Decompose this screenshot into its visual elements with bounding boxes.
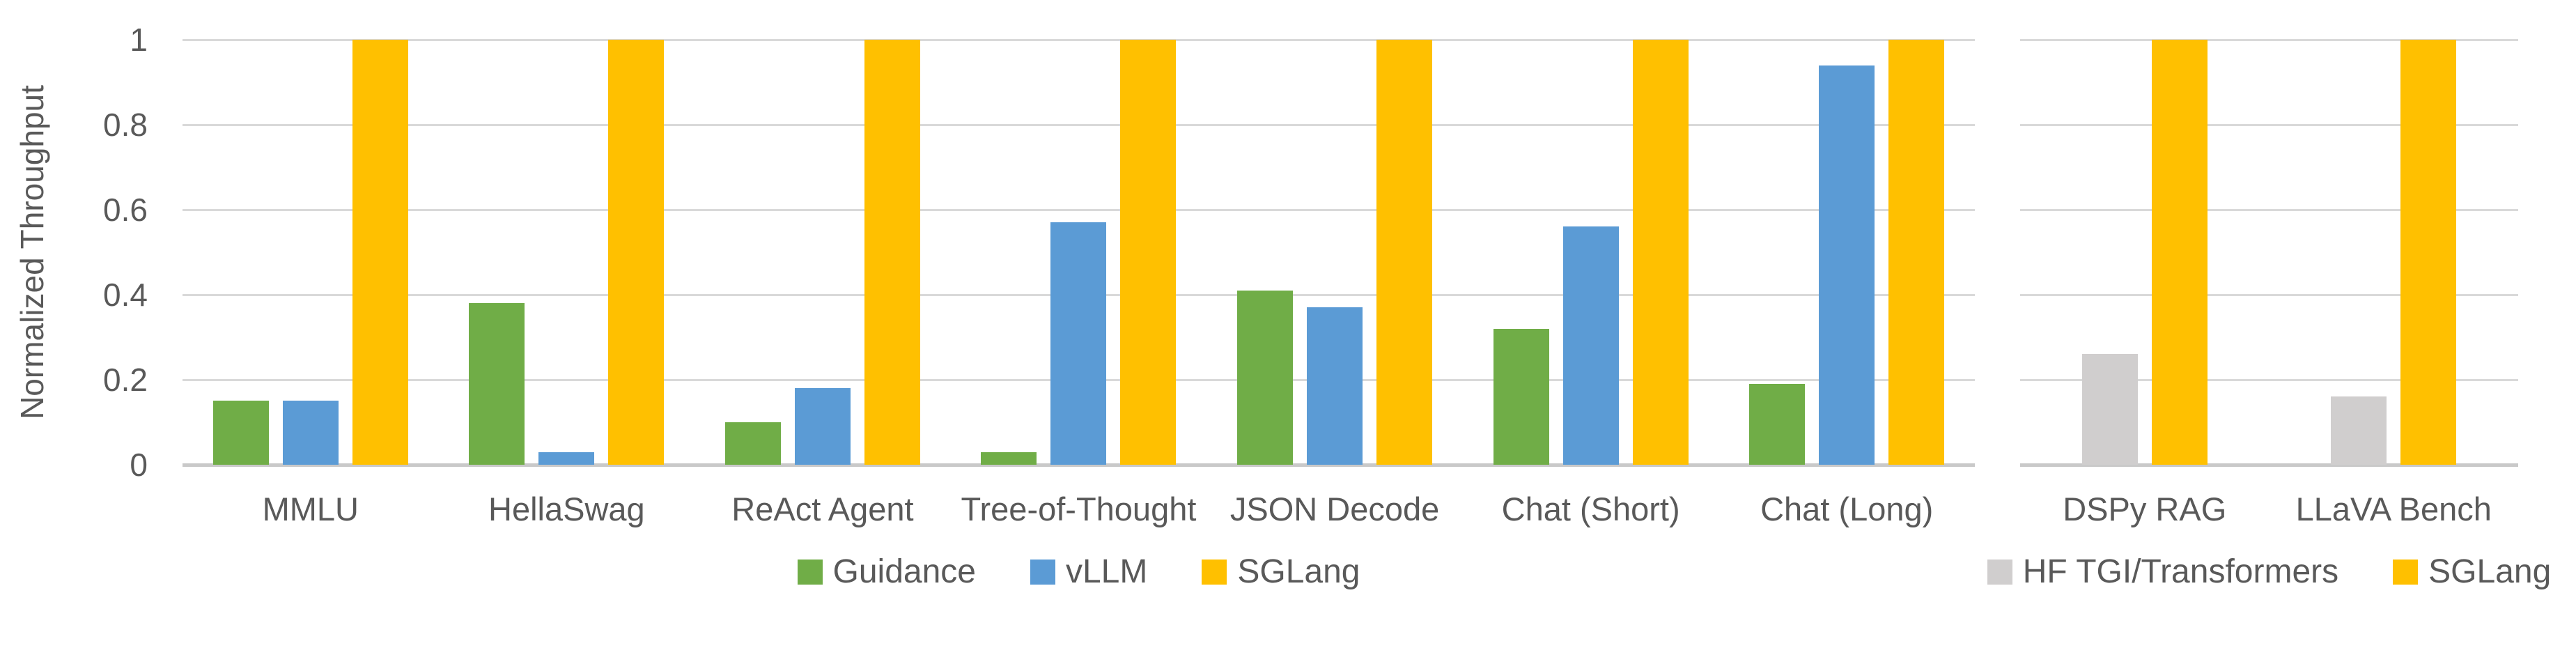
bar-group-hellaswag	[439, 40, 695, 465]
legend-swatch-sglang	[1202, 559, 1227, 585]
legend-swatch-guidance	[797, 559, 823, 585]
x-axis-line	[183, 463, 1975, 467]
category-label-json-decode: JSON Decode	[1229, 491, 1440, 527]
bar-guidance-tree-of-thought	[981, 452, 1037, 465]
legend-item-sglang: SGLang	[1202, 553, 1360, 591]
bar-sglang-react-agent	[864, 40, 920, 465]
y-tick-label-1: 1	[130, 22, 148, 58]
gridline-y-0.8	[183, 124, 1975, 126]
legend: Guidance vLLM SGLang	[183, 553, 1975, 591]
bar-vllm-react-agent	[794, 388, 851, 465]
bar-guidance-mmlu	[212, 401, 269, 465]
y-tick-label-0.6: 0.6	[103, 192, 148, 228]
bar-vllm-tree-of-thought	[1050, 222, 1107, 465]
bar-sglang-mmlu	[352, 40, 408, 465]
x-axis-line	[2020, 463, 2518, 467]
legend-swatch-vllm	[1030, 559, 1055, 585]
legend-label-guidance: Guidance	[832, 553, 976, 590]
bar-guidance-chat-long	[1749, 384, 1806, 465]
bar-vllm-json-decode	[1307, 307, 1363, 465]
gridline-y-0.4	[2020, 294, 2518, 296]
bar-hf-tgi-transformers-llava-bench	[2331, 396, 2387, 465]
gridline-y-0.8	[2020, 124, 2518, 126]
bar-sglang-json-decode	[1376, 40, 1433, 465]
bar-group-react-agent	[695, 40, 951, 465]
legend-item-hf-tgi-transformers: HF TGI/Transformers	[1987, 553, 2338, 591]
legend-label-sglang: SGLang	[2428, 553, 2552, 590]
legend-item-vllm: vLLM	[1030, 553, 1147, 591]
bar-group-mmlu	[183, 40, 439, 465]
bar-group-dspy-rag	[2020, 40, 2269, 465]
legend: HF TGI/Transformers SGLang	[1987, 553, 2551, 591]
bar-group-chat-short	[1463, 40, 1719, 465]
legend-item-guidance: Guidance	[797, 553, 976, 591]
bar-guidance-react-agent	[724, 422, 781, 465]
legend-label-hf-tgi-transformers: HF TGI/Transformers	[2022, 553, 2339, 590]
bar-guidance-json-decode	[1237, 291, 1294, 465]
gridline-y-0.6	[183, 209, 1975, 211]
legend-item-sglang: SGLang	[2393, 553, 2551, 591]
bar-vllm-hellaswag	[538, 452, 595, 465]
bar-group-tree-of-thought	[951, 40, 1207, 465]
gridline-y-1	[2020, 39, 2518, 41]
category-label-hellaswag: HellaSwag	[488, 491, 645, 527]
gridline-y-0.6	[2020, 209, 2518, 211]
category-label-chat-long: Chat (Long)	[1760, 491, 1934, 527]
y-tick-label-0: 0	[130, 447, 148, 483]
gridline-y-0.2	[2020, 379, 2518, 381]
category-label-chat-short: Chat (Short)	[1501, 491, 1680, 527]
y-tick-label-0.4: 0.4	[103, 277, 148, 313]
legend-swatch-hf-tgi-transformers	[1987, 559, 2012, 585]
bar-sglang-hellaswag	[608, 40, 665, 465]
bar-sglang-tree-of-thought	[1120, 40, 1177, 465]
bar-sglang-dspy-rag	[2151, 40, 2208, 465]
legend-label-sglang: SGLang	[1237, 553, 1360, 590]
bar-group-json-decode	[1206, 40, 1463, 465]
category-label-mmlu: MMLU	[262, 491, 359, 527]
y-tick-label-0.2: 0.2	[103, 362, 148, 398]
bar-vllm-chat-long	[1819, 65, 1875, 465]
bar-vllm-chat-short	[1562, 226, 1619, 465]
category-label-react-agent: ReAct Agent	[731, 491, 914, 527]
bar-guidance-hellaswag	[469, 303, 525, 465]
bar-guidance-chat-short	[1493, 329, 1549, 465]
bar-sglang-chat-long	[1888, 40, 1945, 465]
bar-group-chat-long	[1718, 40, 1975, 465]
bar-group-llava-bench	[2269, 40, 2519, 465]
gridline-y-1	[183, 39, 1975, 41]
legend-swatch-sglang	[2393, 559, 2419, 585]
bar-sglang-llava-bench	[2400, 40, 2457, 465]
legend-label-vllm: vLLM	[1065, 553, 1148, 590]
bar-hf-tgi-transformers-dspy-rag	[2081, 354, 2138, 465]
category-label-tree-of-thought: Tree-of-Thought	[961, 491, 1197, 527]
bar-sglang-chat-short	[1632, 40, 1689, 465]
category-label-llava-bench: LLaVA Bench	[2295, 491, 2492, 527]
category-label-dspy-rag: DSPy RAG	[2063, 491, 2227, 527]
y-tick-label-0.8: 0.8	[103, 107, 148, 143]
bar-vllm-mmlu	[282, 401, 339, 465]
